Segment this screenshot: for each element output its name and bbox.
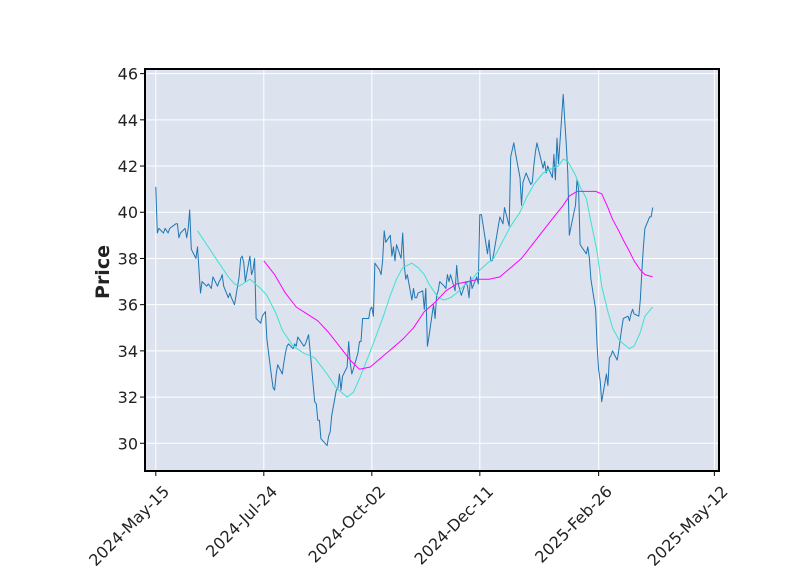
series-line-3 bbox=[263, 190, 653, 370]
y-tick-label: 30 bbox=[118, 434, 138, 453]
series-line-1 bbox=[155, 93, 654, 447]
series-line-2 bbox=[197, 158, 654, 398]
x-tick-label: 2024-Dec-11 bbox=[410, 482, 497, 569]
y-axis: 30 32 34 36 38 40 42 44 46 bbox=[118, 65, 145, 453]
y-axis-title: Price bbox=[92, 245, 114, 299]
x-tick-label: 2025-May-12 bbox=[644, 482, 732, 570]
series-layer bbox=[155, 93, 654, 447]
y-tick-label: 42 bbox=[118, 157, 138, 176]
x-tick-label: 2025-Feb-26 bbox=[531, 482, 616, 567]
plot-background bbox=[145, 69, 719, 471]
y-tick-label: 32 bbox=[118, 388, 138, 407]
y-tick-label: 36 bbox=[118, 296, 138, 315]
y-tick-label: 40 bbox=[118, 203, 138, 222]
y-tick-label: 44 bbox=[118, 111, 138, 130]
plot-frame bbox=[144, 68, 720, 472]
y-tick-label: 46 bbox=[118, 65, 138, 84]
y-tick-label: 38 bbox=[118, 249, 138, 268]
x-tick-label: 2024-May-15 bbox=[85, 482, 173, 570]
x-tick-label: 2024-Jul-24 bbox=[202, 482, 281, 561]
x-tick-label: 2024-Oct-02 bbox=[304, 482, 389, 567]
x-axis: 2024-May-15 2024-Jul-24 2024-Oct-02 2024-De… bbox=[85, 471, 732, 570]
y-tick-label: 34 bbox=[118, 342, 138, 361]
